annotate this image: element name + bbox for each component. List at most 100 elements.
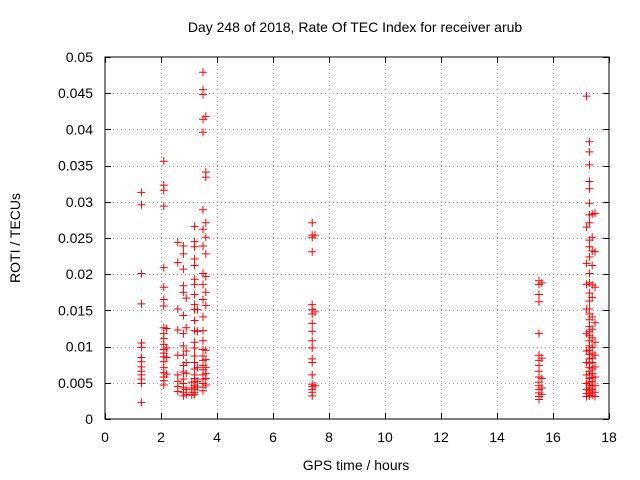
y-axis-tick-labels: 0 0.005 0.01 0.015 0.02 0.025 0.03 0.035 0.04 0.0… [58,49,93,427]
data-point [201,218,210,227]
data-point [201,249,210,258]
data-point [201,355,210,364]
data-point [585,147,594,156]
x-axis-tick-labels: 0 2 4 6 8 10 12 14 16 18 [101,429,617,445]
data-point [201,233,210,242]
data-point [308,247,317,256]
x-tick-label: 4 [213,429,221,445]
data-point [201,346,210,355]
data-point [162,370,171,379]
x-tick-label: 8 [325,429,333,445]
data-point [159,202,168,211]
data-point [585,137,594,146]
data-point [182,346,191,355]
data-point [179,265,188,274]
data-point [193,363,202,372]
data-point [199,295,207,304]
data-point [190,316,199,325]
data-point [159,157,168,166]
data-point [308,370,317,379]
data-point [588,233,597,242]
data-point [537,354,546,363]
data-point [199,386,207,395]
data-point [308,391,317,400]
data-point [585,252,594,261]
y-tick-label: 0.01 [66,339,93,355]
data-point [201,301,210,310]
y-tick-label: 0.035 [58,158,93,174]
x-tick-label: 18 [601,429,617,445]
data-point [159,380,168,389]
chart-title: Day 248 of 2018, Rate Of TEC Index for r… [188,19,523,35]
data-point [585,177,594,186]
data-point [537,278,546,287]
data-point [535,290,543,299]
data-point [159,263,168,272]
data-point [162,344,171,353]
data-point [535,395,543,404]
data-point [137,343,146,352]
data-point [585,160,594,169]
data-point [585,242,594,251]
data-point [201,272,210,281]
data-point [199,280,207,289]
data-point [179,288,188,297]
data-point [173,258,182,267]
data-point [159,186,168,195]
data-points [137,68,599,407]
y-tick-label: 0 [85,411,93,427]
data-point [582,259,591,268]
axis-ticks [105,57,610,420]
data-point [308,319,317,328]
data-point [199,336,207,345]
x-tick-label: 2 [157,429,165,445]
data-point [591,392,599,401]
x-axis-label: GPS time / hours [303,457,410,473]
data-point [162,324,171,333]
data-point [582,223,591,232]
data-point [537,390,546,399]
x-tick-label: 0 [101,429,109,445]
data-point [311,231,319,240]
x-tick-label: 6 [269,429,277,445]
data-point [588,325,597,334]
data-point [137,379,146,388]
data-point [537,374,546,383]
data-point [190,222,199,231]
data-point [179,241,188,250]
data-point [588,261,597,270]
data-point [199,128,207,137]
data-point [199,68,207,77]
data-point [308,344,317,353]
data-point [199,312,207,321]
data-point [535,297,543,306]
data-point [201,173,210,182]
data-point [588,333,597,342]
data-point [201,288,210,297]
data-point [199,90,207,99]
data-point [591,351,599,360]
data-point [535,329,543,338]
data-point [588,293,597,302]
data-point [588,312,597,321]
data-point [193,327,202,336]
y-tick-label: 0.05 [66,49,93,65]
data-point [585,218,594,227]
data-point [190,261,199,270]
data-point [311,307,319,316]
data-point [591,283,599,292]
data-point [199,205,207,214]
data-point [311,381,319,390]
y-tick-label: 0.005 [58,375,93,391]
data-point [585,289,594,298]
data-point [162,353,171,362]
data-point [173,387,182,396]
data-point [182,358,191,367]
y-tick-label: 0.03 [66,194,93,210]
data-point [173,304,182,313]
data-point [585,269,594,278]
y-tick-label: 0.045 [58,85,93,101]
data-point [193,305,202,314]
data-point [201,112,210,121]
